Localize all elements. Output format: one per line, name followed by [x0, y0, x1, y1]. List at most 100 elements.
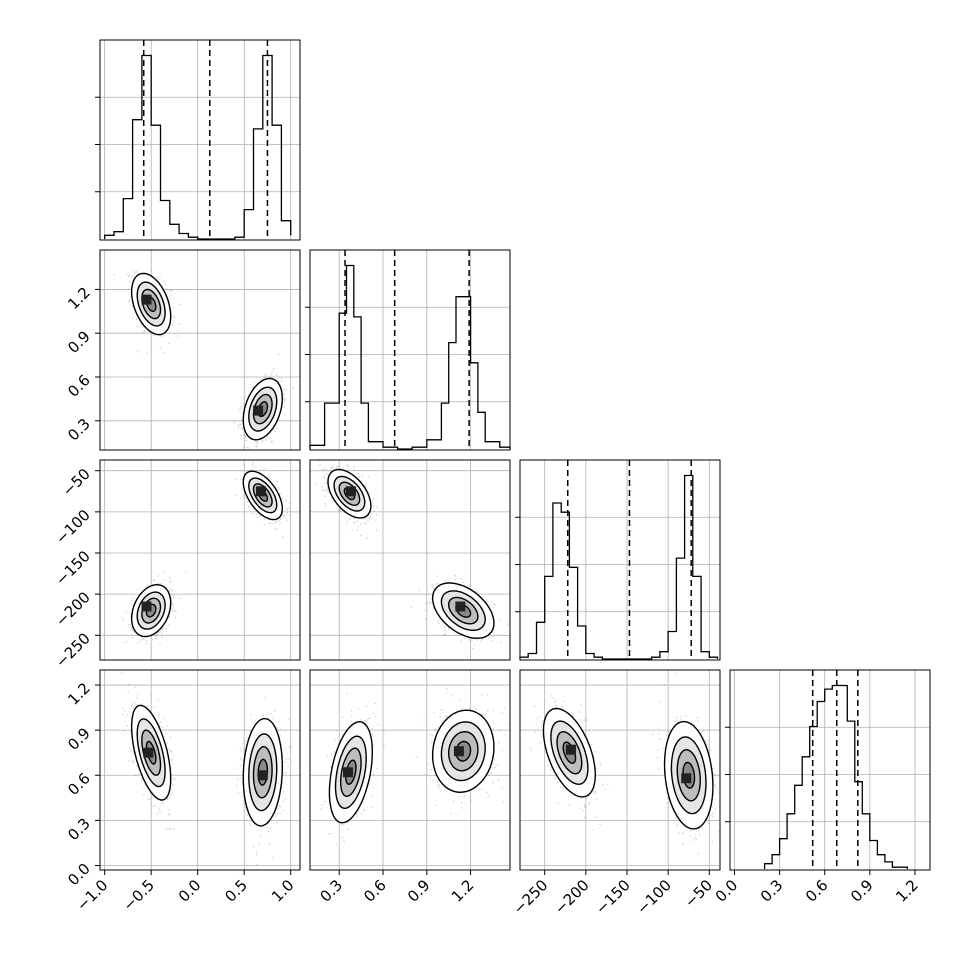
density-peak	[257, 770, 268, 781]
density-contour	[145, 603, 157, 618]
density-contour	[327, 468, 372, 519]
y-tick-label: −50	[59, 465, 94, 500]
density-contour	[130, 272, 172, 336]
density-contour	[340, 747, 362, 798]
density-peak	[141, 294, 152, 305]
density-contour	[130, 704, 172, 801]
density-contour	[431, 709, 495, 794]
density	[320, 688, 510, 845]
x-tick-label: 0.6	[802, 876, 832, 906]
panel-frame	[309, 669, 511, 871]
x-tick-label: −200	[551, 876, 593, 918]
x-tick-label: 0.5	[221, 876, 251, 906]
hist-bars	[763, 684, 909, 869]
density-contour	[440, 721, 486, 782]
hist-panel-3	[725, 669, 931, 871]
density-contour	[328, 720, 374, 824]
panel-frame	[519, 669, 721, 871]
density-peak	[141, 601, 152, 612]
y-tick-label: −150	[52, 547, 94, 589]
y-tick-label: 0.3	[64, 814, 94, 844]
x-axis-1: 0.3 0.6 0.9 1.2	[316, 870, 477, 906]
density-peak	[455, 601, 466, 612]
y-tick-label: 1.2	[64, 679, 94, 709]
hist-panel-0	[95, 39, 301, 241]
panel-frame	[519, 459, 721, 661]
density	[121, 671, 292, 866]
density-peak	[681, 773, 692, 784]
y-tick-label: −200	[52, 588, 94, 630]
x-axis-2: −250 −200 −150 −100 −50	[510, 870, 716, 918]
density-contour	[252, 483, 273, 508]
scatter-points	[320, 693, 385, 845]
density-contour	[136, 718, 166, 788]
y-tick-label: 0.9	[64, 327, 94, 357]
density-peak	[566, 744, 577, 755]
density-contour	[676, 748, 701, 802]
density-contour	[333, 475, 366, 512]
density-contour	[542, 707, 597, 798]
density-contour	[663, 720, 714, 830]
x-axis-3: 0.0 0.3 0.6 0.9 1.2	[712, 870, 922, 906]
y-tick-label: 0.9	[64, 724, 94, 754]
x-axis-0: −1.0 −0.5 0.0 0.5 1.0	[73, 870, 298, 915]
hist-bars	[519, 474, 719, 660]
density-contour	[242, 717, 284, 827]
density-peak	[342, 767, 353, 778]
density-contour	[141, 729, 162, 776]
x-tick-label: −50	[681, 876, 716, 911]
scatter-panel-1-0	[99, 249, 301, 451]
density-peak	[345, 486, 356, 497]
density-contour	[136, 281, 166, 327]
density-peak	[255, 486, 266, 497]
y-tick-label: −100	[52, 506, 94, 548]
y-tick-label: −250	[52, 629, 94, 671]
x-tick-label: 0.3	[316, 876, 346, 906]
scatter-panel-2-0	[99, 459, 301, 661]
density-contour	[447, 730, 479, 772]
scatter-panel-3-2	[519, 669, 721, 871]
density-contour	[248, 386, 278, 432]
density-contour	[334, 735, 367, 810]
x-tick-label: −0.5	[119, 876, 157, 914]
density-peak	[143, 747, 154, 758]
panel-frame	[309, 459, 511, 661]
density	[315, 460, 510, 650]
density-peak	[253, 405, 264, 416]
scatter-panel-2-1	[309, 459, 511, 661]
scatter-points	[121, 671, 176, 830]
x-tick-label: 0.3	[757, 876, 787, 906]
x-tick-label: 0.0	[175, 876, 205, 906]
density-contour	[431, 582, 495, 639]
density-contour	[248, 733, 278, 812]
panel-frame	[99, 669, 301, 871]
density-contour	[141, 597, 162, 624]
hist-panel-1	[305, 249, 511, 451]
density-peak	[453, 746, 464, 757]
scatter-panel-3-0	[99, 669, 301, 871]
x-tick-label: −100	[633, 876, 675, 918]
density-contour	[248, 477, 278, 514]
density-contour	[682, 761, 696, 789]
density-contour	[145, 740, 157, 765]
density-contour	[252, 745, 273, 799]
panel-frame	[309, 249, 511, 451]
x-tick-label: 0.9	[404, 876, 434, 906]
x-tick-label: 0.9	[847, 876, 877, 906]
panel-frame	[99, 39, 301, 241]
density-contour	[440, 590, 486, 631]
panel-frame	[729, 669, 931, 871]
y-tick-label: 0.6	[64, 769, 94, 799]
density-contour	[556, 730, 583, 775]
x-tick-label: −150	[592, 876, 634, 918]
x-tick-label: −250	[510, 876, 552, 918]
y-tick-label: 0.6	[64, 371, 94, 401]
density-contour	[242, 470, 284, 521]
scatter-panel-3-1	[309, 669, 511, 871]
density-contour	[242, 377, 284, 441]
y-axis-2: −250−200−150−100 −50	[52, 465, 100, 671]
x-tick-label: 0.6	[360, 876, 390, 906]
y-axis-3: 0.00.30.60.91.2	[64, 679, 100, 889]
density	[529, 672, 720, 855]
